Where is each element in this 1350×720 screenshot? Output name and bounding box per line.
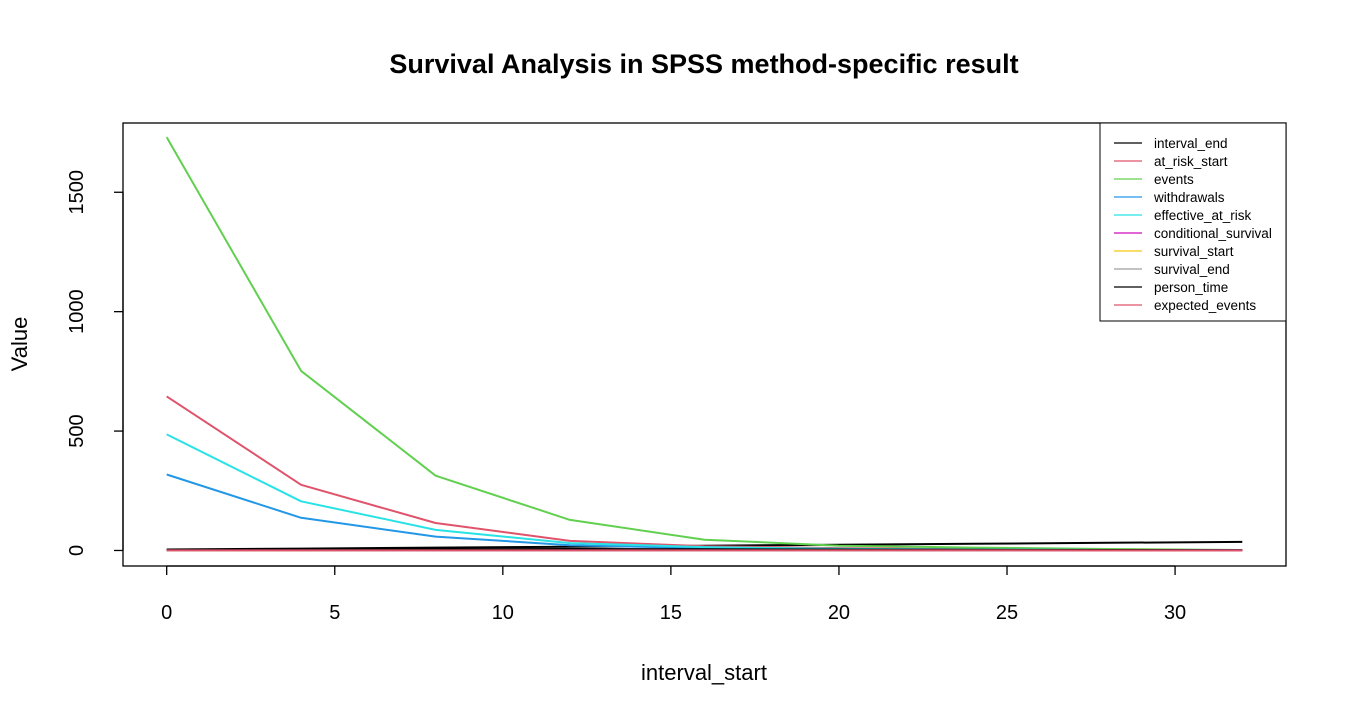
y-axis-label: Value [7, 317, 32, 372]
y-tick-label: 1500 [66, 170, 88, 215]
x-axis-label: interval_start [641, 660, 767, 685]
legend-label-events: events [1154, 172, 1194, 187]
y-axis: 0 500 1000 1500 [66, 170, 124, 556]
y-tick-label: 500 [66, 414, 88, 447]
legend-label-withdrawals: withdrawals [1153, 190, 1225, 205]
series-line-at_risk_start [166, 395, 1243, 552]
legend-label-survival_end: survival_end [1154, 262, 1230, 277]
y-tick-label: 0 [66, 545, 88, 556]
y-tick-label: 1000 [66, 289, 88, 334]
legend-label-effective_at_risk: effective_at_risk [1154, 208, 1252, 223]
chart-title: Survival Analysis in SPSS method-specifi… [389, 49, 1018, 79]
legend-label-conditional_survival: conditional_survival [1154, 226, 1272, 241]
x-tick-label: 5 [329, 602, 340, 624]
legend-label-person_time: person_time [1154, 280, 1228, 295]
plot-lines [165, 136, 1243, 552]
x-tick-label: 10 [492, 602, 514, 624]
legend-label-at_risk_start: at_risk_start [1154, 154, 1228, 169]
x-tick-label: 0 [161, 602, 172, 624]
x-tick-label: 20 [828, 602, 850, 624]
x-axis: 0 5 10 15 20 25 30 [161, 565, 1186, 624]
x-tick-label: 15 [660, 602, 682, 624]
x-tick-label: 25 [996, 602, 1018, 624]
legend-label-survival_start: survival_start [1154, 244, 1234, 259]
legend-box [1099, 122, 1287, 322]
x-tick-label: 30 [1164, 602, 1186, 624]
series-line-events [165, 136, 1243, 551]
legend-label-expected_events: expected_events [1154, 298, 1256, 313]
legend-label-interval_end: interval_end [1154, 136, 1228, 151]
